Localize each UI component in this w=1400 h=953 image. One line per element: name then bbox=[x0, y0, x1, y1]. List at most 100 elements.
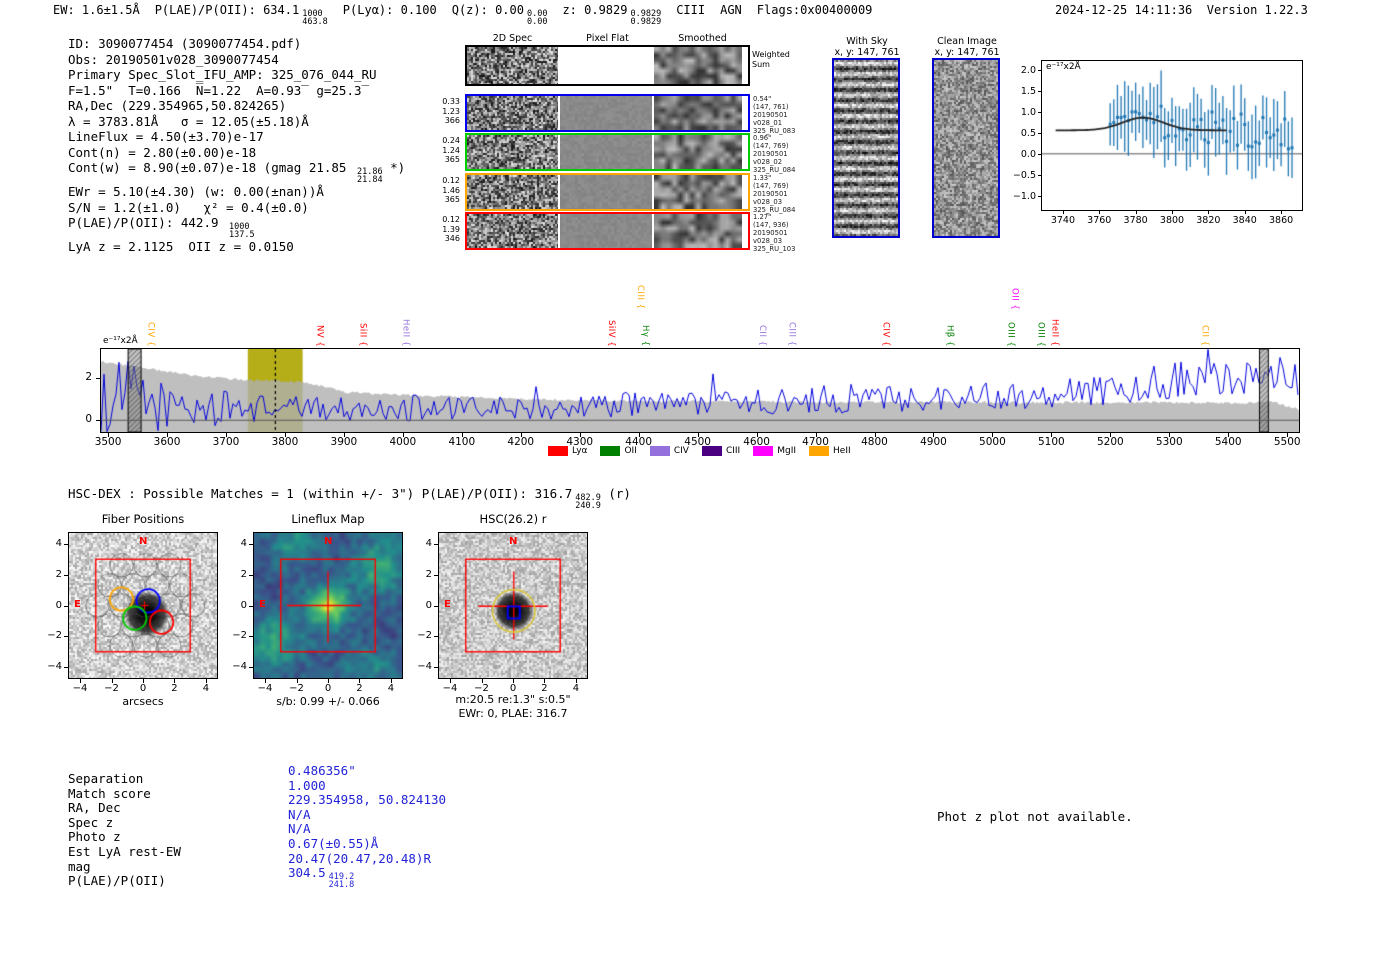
photz-note: Phot z plot not available. bbox=[937, 809, 1133, 824]
spectral-line-label: OIII { bbox=[1035, 321, 1046, 347]
inset-ytick-mark bbox=[1038, 90, 1041, 92]
weighted-smoothed-image bbox=[654, 47, 742, 84]
withsky-title-line: With Sky bbox=[846, 36, 888, 47]
hsc-image-panel: N E bbox=[438, 532, 588, 679]
main-xtick-label: 5400 bbox=[1214, 436, 1242, 448]
info-line: Primary Spec_Slot_IFU_AMP: 325_076_044_R… bbox=[68, 67, 377, 82]
panel-ytick-mark bbox=[64, 605, 68, 607]
inset-xtick-label: 3820 bbox=[1196, 215, 1221, 226]
fiber-2dspec-image bbox=[467, 214, 558, 248]
spectral-line-label: SiII { bbox=[357, 323, 368, 347]
main-xtick-mark bbox=[1287, 433, 1289, 437]
legend-label: MgII bbox=[777, 446, 797, 456]
panel-xtick-mark bbox=[513, 679, 514, 683]
fiber-row-details: 1.33" (147, 769) 20190501 v028_03 325_RU_084 bbox=[753, 174, 795, 214]
panel-ytick-mark bbox=[64, 667, 68, 669]
inset-ytick-label: 2.0 bbox=[1020, 64, 1036, 76]
main-xtick-mark bbox=[167, 433, 169, 437]
lineflux-east-label: E bbox=[259, 599, 266, 610]
fiber-detail-line: (147, 936) bbox=[753, 221, 789, 230]
inset-ytick-label: −0.5 bbox=[1012, 169, 1036, 181]
match-row-label: Est LyA rest-EW bbox=[68, 843, 181, 859]
main-xtick-label: 3900 bbox=[330, 436, 358, 448]
panel-xtick-label: 4 bbox=[202, 683, 210, 694]
legend-item: CIII bbox=[701, 446, 740, 456]
range-lo: 21.84 bbox=[356, 175, 383, 185]
info-text: P(LAE)/P(OII): 442.9 bbox=[68, 215, 227, 230]
main-xtick-label: 4200 bbox=[507, 436, 535, 448]
z-range: 0.9829 0.9829 bbox=[630, 10, 661, 27]
inset-ytick-mark bbox=[1038, 111, 1041, 113]
main-xtick-mark bbox=[874, 433, 876, 437]
range-lo: 241.8 bbox=[328, 880, 355, 891]
header-qz: Q(z): 0.00 0.00 0.00 bbox=[452, 3, 548, 26]
panel-xtick-label: −4 bbox=[442, 683, 458, 694]
inset-ytick-label: 1.0 bbox=[1020, 106, 1036, 118]
inset-ytick-mark bbox=[1038, 174, 1041, 176]
panel-ytick-mark bbox=[434, 543, 438, 545]
weighted-sum-label: Weighted Sum bbox=[752, 50, 790, 69]
fiber-weight-value: 1.39 bbox=[442, 224, 460, 234]
info-text: *) bbox=[382, 160, 406, 175]
fiber-weight-value: 0.12 bbox=[442, 176, 460, 185]
main-xtick-label: 5100 bbox=[1038, 436, 1065, 448]
panel-ytick-mark bbox=[249, 543, 253, 545]
fiber-positions-image bbox=[69, 533, 217, 678]
line-fit-inset-canvas bbox=[1042, 61, 1302, 210]
panel-ytick-mark bbox=[434, 574, 438, 576]
info-line: Cont(n) = 2.80(±0.00)e-18 bbox=[68, 144, 257, 160]
legend-swatch bbox=[649, 446, 670, 456]
panel-xtick-mark bbox=[390, 679, 392, 683]
match-row-value: 1.000 bbox=[288, 777, 326, 793]
weighted-label-line2: Sum bbox=[752, 59, 770, 69]
panel-ytick-label: 4 bbox=[55, 537, 62, 549]
main-xtick-mark bbox=[992, 433, 994, 437]
main-xtick-mark bbox=[284, 433, 286, 437]
withsky-title: With Sky x, y: 147, 761 bbox=[822, 36, 912, 58]
col-title-pixelflat: Pixel Flat bbox=[586, 33, 629, 44]
clean-title-line: Clean Image bbox=[937, 36, 997, 47]
match-value-text: 304.5 bbox=[288, 865, 326, 881]
panel-xtick-mark bbox=[174, 679, 176, 683]
main-xtick-mark bbox=[579, 433, 581, 437]
main-ytick-mark bbox=[96, 378, 100, 380]
main-xtick-label: 4500 bbox=[684, 436, 711, 448]
legend-item: CIV bbox=[649, 446, 689, 456]
main-xtick-mark bbox=[343, 433, 345, 437]
legend-swatch bbox=[809, 446, 830, 456]
inset-xtick-label: 3840 bbox=[1232, 215, 1257, 226]
spectral-line-label: OIII { bbox=[1005, 321, 1016, 347]
fiber-pixelflat-image bbox=[560, 214, 652, 248]
lineflux-map-title: Lineflux Map bbox=[291, 512, 365, 526]
main-xtick-mark bbox=[933, 433, 935, 437]
fiber-detail-line: (147, 769) bbox=[753, 182, 789, 191]
spectral-line-label: CIV { bbox=[880, 322, 891, 347]
fiber-weight-value: 0.33 bbox=[442, 97, 460, 106]
fiber-positions-title: Fiber Positions bbox=[101, 512, 185, 526]
panel-xtick-mark bbox=[575, 679, 577, 683]
inset-ytick-label: 1.5 bbox=[1020, 85, 1036, 97]
panel-ytick-label: 2 bbox=[55, 568, 62, 580]
header-plae-text: P(LAE)/P(OII): 634.1 bbox=[154, 3, 300, 17]
fiber-detail-line: 20190501 bbox=[753, 111, 788, 120]
main-xtick-mark bbox=[815, 433, 817, 437]
panel-ytick-label: 0 bbox=[55, 599, 62, 611]
panel-xtick-label: 0 bbox=[139, 683, 147, 694]
fiber-detail-line: 20190501 bbox=[753, 150, 788, 159]
main-xtick-label: 4700 bbox=[802, 436, 829, 448]
plae-range: 1000 463.8 bbox=[302, 10, 328, 27]
panel-ytick-label: 0 bbox=[425, 599, 432, 611]
panel-xtick-mark bbox=[328, 679, 329, 683]
lineflux-xlabel: s/b: 0.99 +/- 0.066 bbox=[276, 695, 380, 708]
inset-ytick-label: −1.0 bbox=[1012, 190, 1036, 202]
match-row-label: RA, Dec bbox=[68, 800, 121, 816]
main-unit-label: e⁻¹⁷x2Å bbox=[103, 336, 138, 346]
main-xtick-mark bbox=[225, 433, 227, 437]
main-xtick-mark bbox=[108, 433, 110, 437]
legend-item: HeII bbox=[809, 446, 851, 456]
inset-xtick-mark bbox=[1135, 211, 1137, 214]
match-row-value: 0.486356" bbox=[288, 763, 356, 778]
panel-xtick-mark bbox=[296, 679, 298, 683]
inset-xtick-label: 3800 bbox=[1159, 215, 1185, 226]
weighted-pixelflat-image bbox=[560, 47, 652, 84]
